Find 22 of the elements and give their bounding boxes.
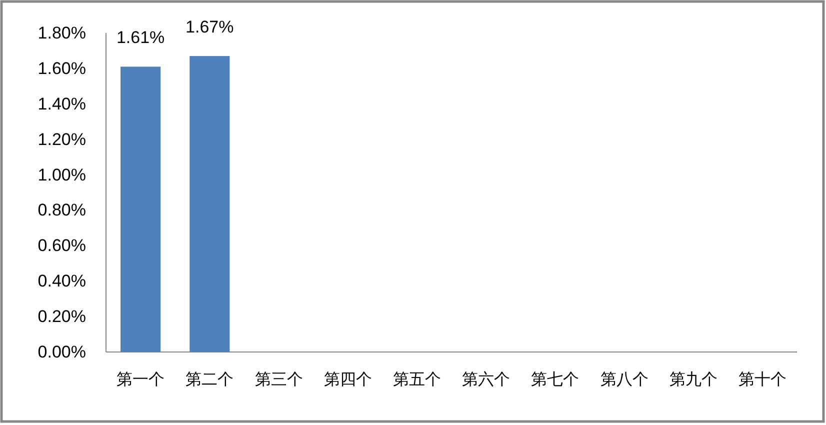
y-tick-label: 0.40%: [38, 272, 86, 291]
y-tick-label: 1.00%: [38, 165, 86, 184]
y-tick-label: 1.20%: [38, 130, 86, 149]
y-tick-label: 1.80%: [38, 24, 86, 42]
data-label: 1.67%: [186, 18, 234, 37]
y-tick-label: 1.60%: [38, 58, 86, 78]
y-tick-label: 0.00%: [38, 342, 86, 362]
x-tick-label: 第四个: [324, 370, 372, 388]
x-tick-label: 第八个: [600, 370, 648, 388]
x-tick-label: 第三个: [254, 370, 303, 388]
y-tick-label: 1.40%: [38, 94, 86, 114]
x-tick-label: 第九个: [669, 370, 718, 388]
y-tick-label: 0.20%: [38, 307, 86, 326]
data-label: 1.61%: [116, 28, 165, 48]
x-tick-label: 第十个: [738, 370, 786, 388]
x-tick-label: 第一个: [116, 370, 165, 388]
x-tick-label: 第七个: [531, 370, 580, 388]
x-tick-label: 第二个: [186, 370, 234, 388]
x-tick-label: 第五个: [392, 370, 441, 388]
y-tick-label: 0.60%: [38, 236, 86, 256]
y-tick-label: 0.80%: [38, 200, 86, 220]
x-tick-label: 第六个: [462, 370, 510, 388]
